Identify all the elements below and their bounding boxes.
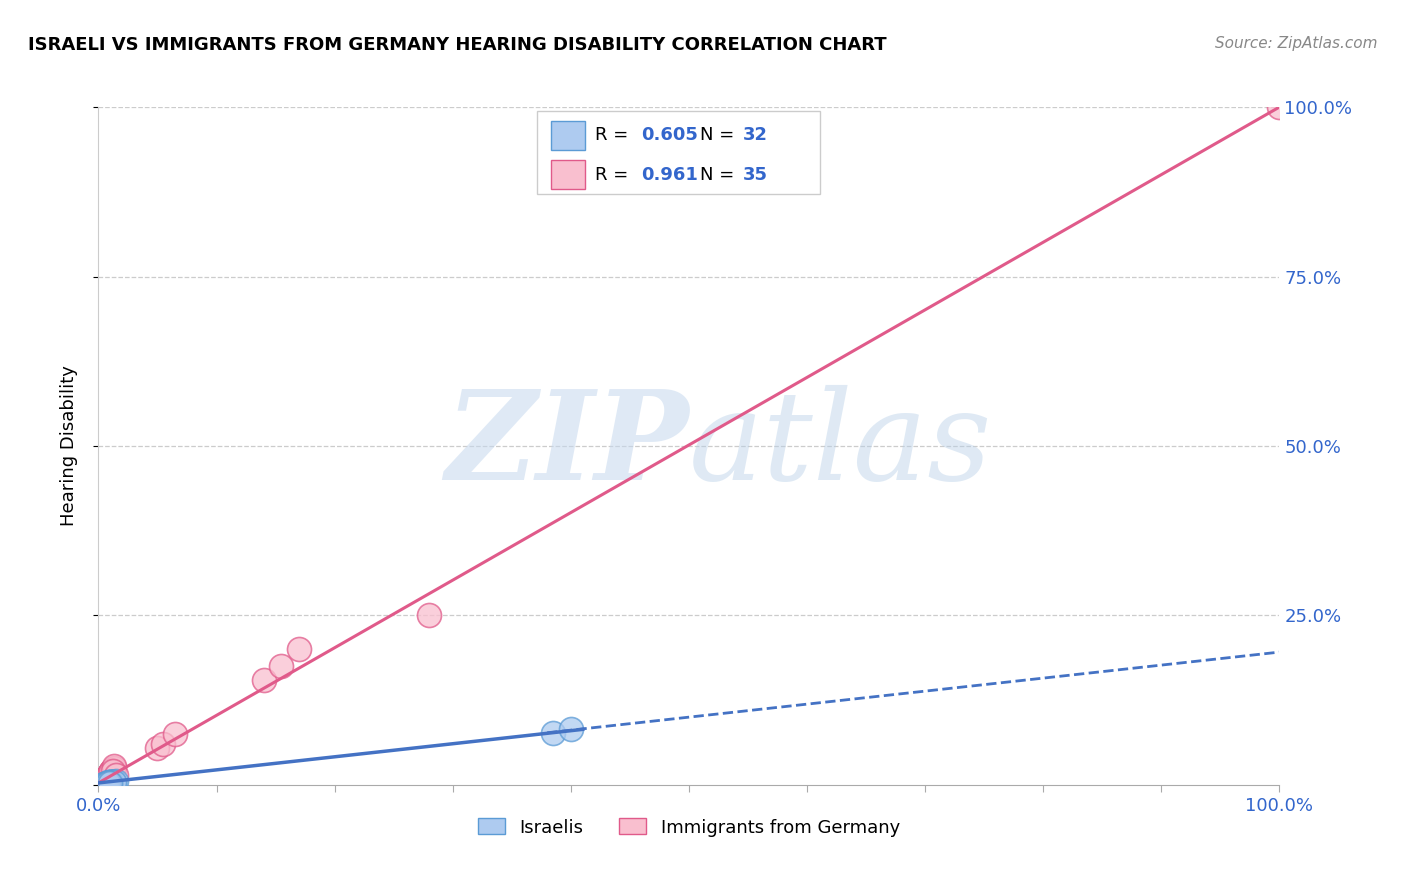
- Point: [100, 775, 122, 789]
- Point: [98, 768, 121, 782]
- Point: [100, 764, 122, 779]
- Text: R =: R =: [595, 127, 634, 145]
- Text: atlas: atlas: [689, 385, 993, 507]
- Text: Source: ZipAtlas.com: Source: ZipAtlas.com: [1215, 36, 1378, 51]
- Point: [98, 776, 121, 790]
- Point: [94, 772, 117, 787]
- Text: N =: N =: [700, 166, 740, 184]
- Point: [97, 769, 120, 783]
- Point: [97, 776, 120, 790]
- Point: [105, 773, 128, 788]
- Text: ISRAELI VS IMMIGRANTS FROM GERMANY HEARING DISABILITY CORRELATION CHART: ISRAELI VS IMMIGRANTS FROM GERMANY HEARI…: [28, 36, 887, 54]
- Point: [152, 737, 174, 751]
- Point: [96, 776, 118, 790]
- Point: [100, 775, 122, 789]
- Point: [541, 725, 564, 739]
- Point: [101, 763, 124, 777]
- Point: [98, 765, 121, 780]
- Point: [96, 776, 118, 790]
- Point: [96, 776, 118, 790]
- Point: [146, 740, 169, 755]
- Point: [101, 763, 124, 777]
- Point: [98, 776, 121, 790]
- Point: [97, 770, 120, 784]
- Text: 0.961: 0.961: [641, 166, 697, 184]
- Legend: Israelis, Immigrants from Germany: Israelis, Immigrants from Germany: [471, 811, 907, 844]
- Point: [101, 774, 124, 789]
- Point: [97, 776, 120, 790]
- Point: [101, 774, 124, 789]
- Point: [94, 776, 117, 790]
- Point: [105, 768, 128, 782]
- Point: [98, 775, 121, 789]
- Y-axis label: Hearing Disability: Hearing Disability: [59, 366, 77, 526]
- Point: [98, 765, 121, 780]
- Text: ZIP: ZIP: [446, 385, 689, 507]
- Point: [101, 764, 124, 779]
- Text: 32: 32: [742, 127, 768, 145]
- Point: [93, 776, 115, 790]
- Point: [98, 768, 121, 782]
- Point: [96, 771, 118, 785]
- Point: [100, 764, 122, 779]
- Point: [96, 771, 118, 785]
- Text: R =: R =: [595, 166, 634, 184]
- Point: [97, 771, 120, 785]
- Point: [270, 659, 292, 673]
- Point: [98, 768, 121, 782]
- Point: [98, 776, 121, 790]
- Point: [103, 761, 125, 775]
- Text: N =: N =: [700, 127, 740, 145]
- Point: [253, 673, 276, 687]
- Point: [103, 774, 125, 789]
- Point: [98, 765, 121, 780]
- Point: [97, 769, 120, 783]
- Point: [165, 727, 187, 741]
- Point: [418, 608, 440, 623]
- Point: [98, 776, 121, 790]
- Point: [98, 765, 121, 780]
- Point: [100, 764, 122, 779]
- Point: [93, 776, 115, 790]
- Text: 0.605: 0.605: [641, 127, 697, 145]
- Point: [103, 759, 125, 773]
- Point: [288, 642, 311, 657]
- Point: [103, 774, 125, 789]
- Point: [97, 775, 120, 789]
- Point: [94, 776, 117, 790]
- Point: [96, 776, 118, 790]
- Point: [94, 776, 117, 790]
- Point: [98, 775, 121, 789]
- Point: [98, 775, 121, 789]
- Point: [93, 776, 115, 790]
- Point: [98, 767, 121, 781]
- Point: [560, 722, 582, 736]
- Text: 35: 35: [742, 166, 768, 184]
- Point: [97, 776, 120, 790]
- Point: [94, 776, 117, 790]
- Point: [94, 774, 117, 789]
- Point: [96, 772, 118, 787]
- Point: [98, 776, 121, 790]
- Point: [1268, 100, 1291, 114]
- Point: [97, 776, 120, 790]
